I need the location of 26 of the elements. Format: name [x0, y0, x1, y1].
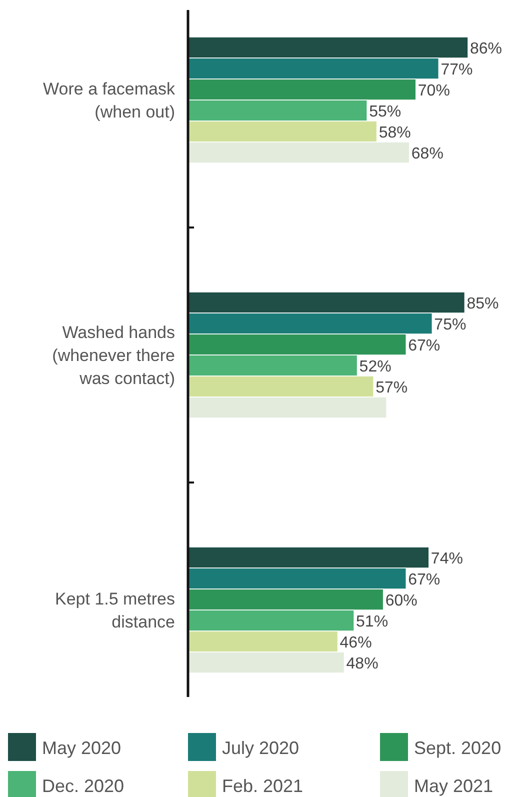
data-label: 60%	[385, 592, 418, 610]
data-label: 51%	[356, 614, 388, 630]
legend-label: July 2020	[222, 738, 300, 758]
y-tick-label: Kept 1.5 metres distance	[54, 590, 175, 632]
data-label: 67%	[408, 338, 440, 354]
y-tick-label: Wore a facemask (when out)	[43, 80, 176, 122]
data-label: 57%	[376, 380, 408, 396]
data-label: 52%	[359, 358, 392, 376]
data-label: 48%	[346, 656, 378, 672]
data-label: 74%	[430, 550, 463, 568]
data-label: 70%	[418, 82, 450, 100]
data-label: 85%	[466, 296, 499, 312]
data-label: 67%	[408, 572, 440, 588]
data-label: 58%	[378, 124, 411, 142]
data-label: 68%	[411, 146, 444, 162]
y-tick-label: Washed hands (whenever there was contact)	[52, 323, 175, 388]
data-label: 75%	[434, 316, 466, 334]
data-label: 46%	[340, 634, 372, 652]
legend-label: May 2021	[414, 776, 494, 796]
legend-label: Feb. 2021	[222, 776, 304, 796]
legend-label: May 2020	[42, 738, 122, 758]
data-label: 55%	[369, 104, 402, 120]
legend-label: Sept. 2020	[414, 738, 502, 758]
legend-label: Dec. 2020	[42, 776, 124, 796]
data-label: 77%	[440, 62, 473, 78]
data-label: 86%	[470, 40, 502, 58]
